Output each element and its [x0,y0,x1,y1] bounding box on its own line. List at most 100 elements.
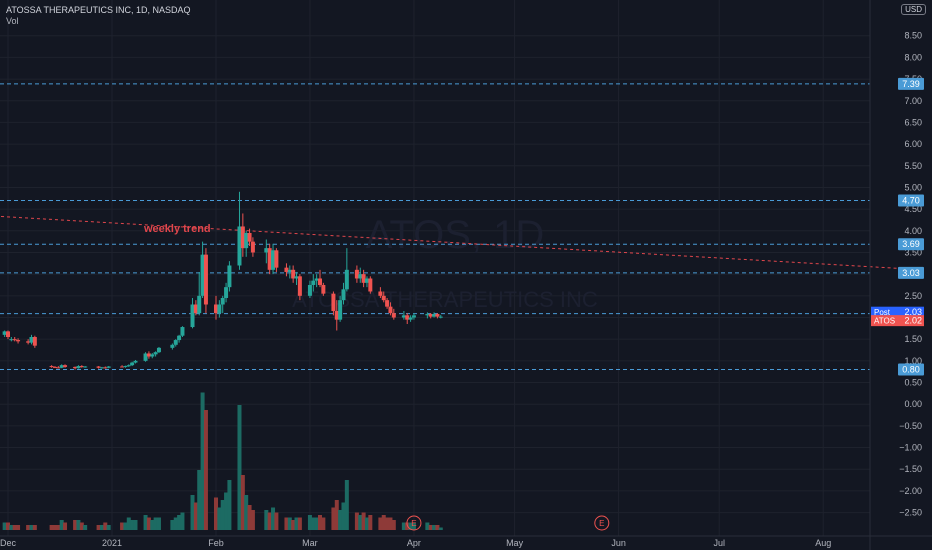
level-tag-label: 0.80 [902,365,920,375]
volume-bar [9,525,14,530]
candle-body [56,367,61,369]
candle-body [438,316,443,318]
volume-bar [291,520,296,530]
volume-bar [26,525,31,530]
candle-body [244,232,249,249]
time-tick-label: Jun [611,538,626,548]
volume-bar [341,502,346,530]
candle-body [200,254,205,296]
candle-body [354,269,359,279]
candle-body [401,315,406,318]
candle-body [106,366,111,368]
volume-bar [177,515,182,530]
time-tick-label: May [506,538,524,548]
time-scale: Dec 2021 Feb Mar Apr May Jun Jul Aug [0,535,932,548]
volume-bar [297,517,302,530]
candle-body [9,339,14,341]
level-tag-label: 7.39 [902,79,920,89]
candle-body [193,304,198,314]
candle-body [76,366,81,369]
candle-body [432,314,437,317]
volume-bar [428,525,433,530]
volume-bar [274,512,279,530]
price-tick-label: −2.50 [899,508,922,518]
candle-body [334,310,339,320]
level-tag [898,266,924,279]
candle-body [247,232,252,242]
price-tag [871,306,924,318]
time-tick-label: Apr [407,538,421,548]
candle-body [133,360,138,363]
volume-bar [76,520,81,530]
price-tick-label: −2.00 [899,486,922,496]
candle-body [99,367,104,369]
volume-bar [203,410,208,530]
candle-body [214,304,218,314]
candle-body [344,269,349,290]
volume-bar [217,507,222,530]
candle-body [425,314,430,316]
candle-body [73,366,78,369]
candle-body [388,306,393,314]
price-scale: 8.508.007.507.006.506.005.505.004.504.00… [869,0,924,550]
price-tag-value: 2.02 [904,316,922,326]
volume-bar [2,522,7,530]
price-tick-label: 4.00 [904,226,922,236]
candle-body [220,297,225,305]
volume-bar [314,517,319,530]
candle-body [435,314,440,317]
price-tick-label: 0.50 [904,378,922,388]
volume-bar [130,520,135,530]
volume-bar [435,525,440,530]
candle-body [408,317,413,320]
time-tick-label: Dec [0,538,16,548]
volume-bar [224,492,229,530]
price-tick-label: −0.50 [899,421,922,431]
currency-button[interactable]: USD [901,4,926,15]
candle-body [358,274,363,279]
volume-bar [227,480,232,530]
weekly-trendline: weekly trend [0,215,924,271]
volume-bar [49,525,54,530]
candle-body [411,315,416,318]
candle-body [190,304,195,328]
grid [0,0,870,536]
volume-bar [334,500,339,530]
candle-body [2,331,7,335]
candle-body [311,280,316,285]
candle-body [224,287,229,298]
volume-bar [438,527,443,530]
time-tick-label: 2021 [102,538,122,548]
volume-bar [287,517,292,530]
volume-bar [321,517,326,530]
candle-body [331,293,336,311]
price-tag [871,315,924,327]
candle-body [6,331,10,338]
candle-body [153,352,158,355]
volume-bar [311,517,316,530]
candle-body [49,366,54,368]
trendline-label: weekly trend [143,223,211,235]
watermark-symbol: ATOS, 1D [366,213,545,257]
price-tag-name: ATOS [874,317,895,326]
volume-bar [338,510,343,530]
price-tick-label: 1.50 [904,334,922,344]
candle-body [63,365,68,367]
candle-body [378,291,383,296]
price-tick-label: 0.00 [904,399,922,409]
volume-bar [197,470,202,530]
candle-body [146,353,151,357]
candle-body [177,335,182,341]
candle-body [361,274,366,283]
candle-body [314,278,319,281]
candle-body [294,276,299,279]
candle-body [274,250,279,268]
candle-body [170,344,175,348]
volume-bar [146,517,151,530]
volume-bar [378,517,383,530]
time-tick-label: Feb [208,538,224,548]
volume-bar [193,502,198,530]
volume-bar [156,517,161,530]
volume-bar [364,517,369,530]
